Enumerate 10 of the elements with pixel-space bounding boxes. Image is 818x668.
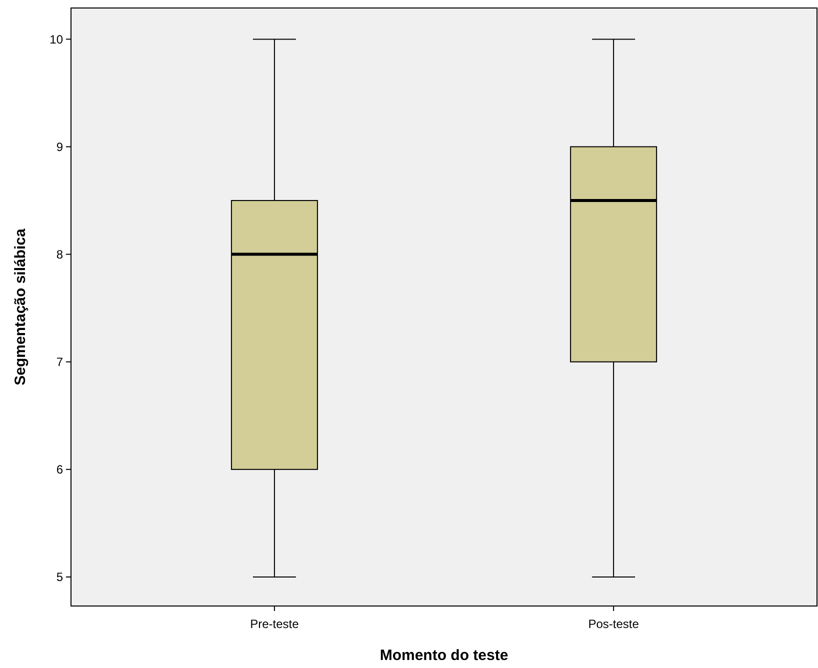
y-tick-label: 9 [56,140,64,154]
y-tick-label: 10 [50,32,64,46]
x-axis-title: Momento do teste [380,647,508,664]
y-axis-title: Segmentação silábica [12,228,29,386]
y-tick-label: 5 [56,570,64,584]
x-tick-label: Pre-teste [250,617,300,631]
y-tick-label: 8 [56,248,64,262]
y-tick-label: 6 [56,462,64,477]
y-tick-label: 7 [56,355,64,370]
x-tick-label: Pos-teste [588,617,640,631]
